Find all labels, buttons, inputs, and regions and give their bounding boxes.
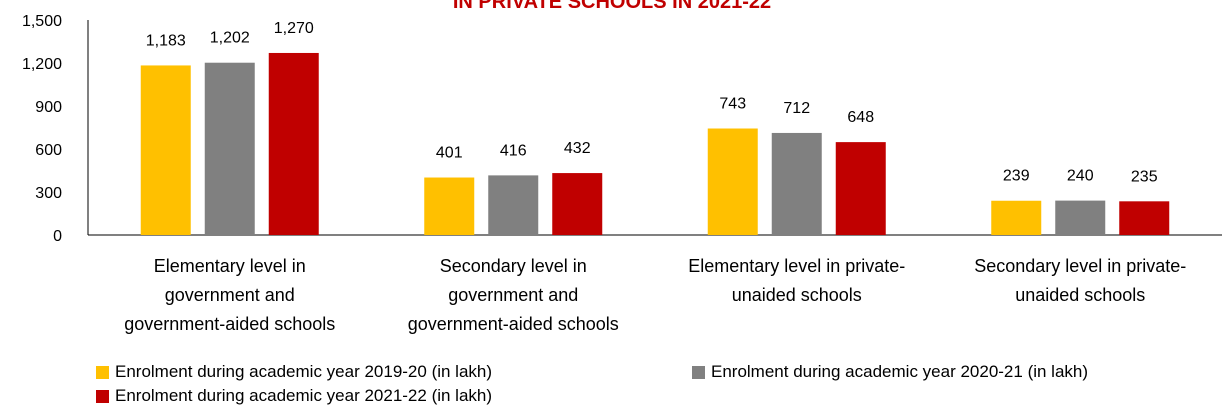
bar [268, 52, 319, 235]
y-tick-label: 1,500 [22, 13, 62, 30]
bar [707, 128, 758, 235]
legend-item-2020-21: Enrolment during academic year 2020-21 (… [692, 362, 1088, 382]
category-label: government-aided schools [124, 314, 335, 334]
data-label: 239 [1003, 168, 1030, 185]
legend-item-2019-20: Enrolment during academic year 2019-20 (… [96, 362, 492, 382]
y-tick-label: 0 [53, 228, 62, 245]
legend-swatch-2020-21 [692, 365, 705, 379]
legend-swatch-2019-20 [96, 365, 109, 379]
data-label: 416 [500, 142, 527, 159]
bar [140, 65, 191, 235]
category-label: government and [448, 285, 578, 305]
data-label: 1,183 [146, 32, 186, 49]
bar [771, 132, 822, 235]
category-label: Secondary level in [440, 256, 587, 276]
legend-swatch-2021-22 [96, 389, 109, 403]
bar [835, 142, 886, 235]
data-label: 235 [1131, 168, 1158, 185]
category-label: Secondary level in private- [974, 256, 1186, 276]
category-label: government-aided schools [408, 314, 619, 334]
legend-label-2020-21: Enrolment during academic year 2020-21 (… [711, 362, 1089, 381]
chart-title: IN PRIVATE SCHOOLS IN 2021-22 [453, 0, 771, 13]
bar [204, 62, 255, 235]
y-tick-label: 600 [35, 142, 62, 159]
bar [991, 200, 1042, 235]
legend-label-2021-22: Enrolment during academic year 2021-22 (… [115, 386, 493, 405]
data-label: 1,270 [274, 20, 314, 37]
bar [488, 175, 539, 235]
data-label: 240 [1067, 168, 1094, 185]
data-label: 648 [847, 109, 874, 126]
bar [1119, 201, 1170, 235]
legend-label-2019-20: Enrolment during academic year 2019-20 (… [115, 362, 493, 381]
category-label: government and [165, 285, 295, 305]
bar [552, 173, 603, 235]
category-label: unaided schools [732, 285, 862, 305]
category-label: Elementary level in [154, 256, 306, 276]
data-label: 432 [564, 140, 591, 157]
bar [1055, 200, 1106, 235]
y-tick-label: 900 [35, 99, 62, 116]
data-label: 712 [783, 100, 810, 117]
category-label: Elementary level in private- [688, 256, 905, 276]
y-tick-label: 300 [35, 185, 62, 202]
legend-item-2021-22: Enrolment during academic year 2021-22 (… [96, 386, 492, 406]
data-label: 743 [719, 96, 746, 113]
bar [424, 177, 475, 235]
data-label: 1,202 [210, 30, 250, 47]
category-label: unaided schools [1015, 285, 1145, 305]
data-label: 401 [436, 145, 463, 162]
y-tick-label: 1,200 [22, 56, 62, 73]
bar-chart: IN PRIVATE SCHOOLS IN 2021-22 0 300 600 900… [22, 0, 1222, 334]
